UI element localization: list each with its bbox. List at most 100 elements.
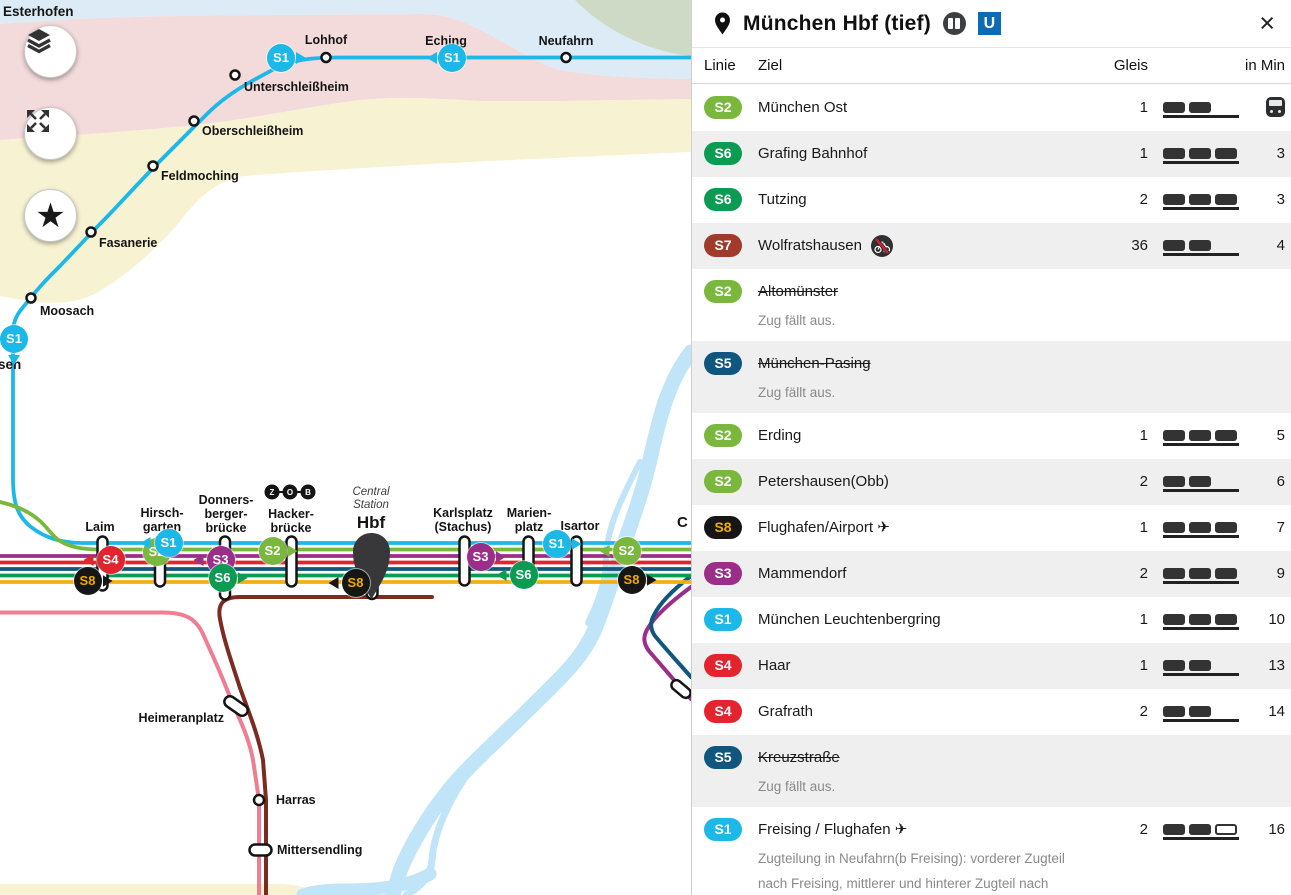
line-s2 (0, 500, 691, 552)
departure-row-cancelled[interactable]: S2 Altomünster Zug fällt aus. (692, 269, 1291, 341)
line-badge: S5 (704, 746, 742, 769)
train-length-icon (1163, 657, 1239, 676)
location-pin-icon (715, 12, 730, 35)
departure-row-cancelled[interactable]: S5 Kreuzstraße Zug fällt aus. (692, 735, 1291, 807)
map-label-partial: sen (0, 357, 22, 372)
map-badge-s6-marienplatz: S6 (496, 560, 538, 589)
line-s7 (217, 595, 434, 895)
map-label-lohhof: Lohhof (304, 33, 348, 47)
departure-row[interactable]: S4 Haar 1 13 (692, 643, 1291, 689)
column-ziel: Ziel (758, 57, 783, 74)
platform: 1 (1139, 427, 1148, 444)
cancellation-note: Zug fällt aus. (758, 313, 836, 328)
elevator-icon (942, 12, 966, 35)
map-label-feldmoching: Feldmoching (161, 169, 239, 183)
destination: Erding (758, 427, 802, 444)
departure-row[interactable]: S2 München Ost 1 (692, 85, 1291, 131)
column-headers: Linie Ziel Gleis in Min (692, 48, 1291, 84)
transit-map[interactable]: Z O B Esterhofen sen Lohhof Eching Neufa… (0, 0, 691, 895)
destination: Wolfratshausen (758, 237, 862, 254)
train-length-icon (1163, 565, 1239, 584)
minutes: 3 (1276, 145, 1285, 162)
favorites-button[interactable]: ★ (24, 189, 77, 242)
map-badge-s6-donnersberger: S6 (208, 563, 248, 592)
platform: 1 (1139, 519, 1148, 536)
departure-row[interactable]: S8 Flughafen/Airport ✈ 1 7 (692, 505, 1291, 551)
map-badge-s1-isartor: S1 (542, 529, 582, 558)
map-badge-s1-eching: S1 (427, 43, 466, 72)
fullscreen-button[interactable] (24, 107, 77, 160)
zone-pink (0, 14, 691, 140)
map-label-unterschleissheim: Unterschleißheim (244, 80, 349, 94)
line-s5-branch (649, 574, 691, 679)
map-badge-s1-west: S1 (0, 325, 28, 365)
platform: 1 (1139, 99, 1148, 116)
departure-row[interactable]: S7 Wolfratshausen 36 4 (692, 223, 1291, 269)
line-badge: S7 (704, 234, 742, 257)
column-in-min: in Min (1244, 57, 1285, 74)
train-length-icon (1163, 611, 1239, 630)
destination: München-Pasing (758, 355, 871, 372)
destination: Mammendorf (758, 565, 847, 582)
line-badge: S8 (704, 516, 742, 539)
line-badge: S2 (704, 96, 742, 119)
layers-button[interactable] (24, 25, 77, 78)
destination: Tutzing (758, 191, 807, 208)
destination: Grafrath (758, 703, 814, 720)
zone-green (575, 0, 691, 56)
platform: 2 (1139, 821, 1148, 838)
departure-list: S2 München Ost 1 S6 Grafing Bahnhof 1 3 … (692, 85, 1291, 895)
line-badge: S6 (704, 142, 742, 165)
cancellation-note: Zug fällt aus. (758, 779, 836, 794)
departure-row[interactable]: S2 Petershausen(Obb) 2 6 (692, 459, 1291, 505)
line-badge: S1 (704, 608, 742, 631)
platform: 2 (1139, 565, 1148, 582)
departure-row[interactable]: S3 Mammendorf 2 9 (692, 551, 1291, 597)
map-badge-s8-hbf: S8 (328, 568, 370, 597)
destination: München Leuchtenbergring (758, 611, 941, 628)
minutes: 7 (1276, 519, 1285, 536)
minutes: 5 (1276, 427, 1285, 444)
close-button[interactable]: × (1259, 8, 1275, 38)
fullscreen-icon (27, 110, 49, 132)
train-length-icon (1163, 473, 1239, 492)
line-s20 (0, 610, 261, 895)
departure-row[interactable]: S2 Erding 1 5 (692, 413, 1291, 459)
map-label-isartor: Isartor (560, 519, 600, 533)
platform: 2 (1139, 473, 1148, 490)
destination: Altomünster (758, 283, 839, 300)
column-linie: Linie (704, 57, 736, 74)
departure-row[interactable]: S4 Grafrath 2 14 (692, 689, 1291, 735)
train-length-icon (1163, 427, 1239, 446)
line-badge: S2 (704, 470, 742, 493)
river-isar (296, 344, 691, 895)
departure-row[interactable]: S6 Tutzing 2 3 (692, 177, 1291, 223)
destination: Kreuzstraße (758, 749, 840, 766)
train-length-icon (1163, 237, 1239, 256)
departure-row[interactable]: S1 München Leuchtenbergring 1 10 (692, 597, 1291, 643)
minutes: 10 (1268, 611, 1285, 628)
svg-text:B: B (305, 488, 311, 497)
departure-row-cancelled[interactable]: S5 München-Pasing Zug fällt aus. (692, 341, 1291, 413)
layers-icon (27, 29, 51, 54)
map-label-esterhofen: Esterhofen (3, 4, 74, 19)
map-label-moosach: Moosach (40, 304, 95, 318)
minutes: 9 (1276, 565, 1285, 582)
line-badge: S1 (704, 818, 742, 841)
minutes: 3 (1276, 191, 1285, 208)
platform: 1 (1139, 611, 1148, 628)
column-gleis: Gleis (1113, 57, 1148, 74)
map-label-harras: Harras (276, 793, 316, 807)
train-length-icon (1163, 703, 1239, 722)
destination: Flughafen/Airport ✈ (758, 519, 890, 536)
split-train-note: Zugteilung in Neufahrn(b Freising): vord… (758, 851, 1065, 891)
map-badge-s2-east: S2 (599, 536, 641, 565)
departure-row[interactable]: S6 Grafing Bahnhof 1 3 (692, 131, 1291, 177)
map-label-oberschleissheim: Oberschleißheim (202, 124, 304, 138)
destination: Haar (758, 657, 791, 674)
line-badge: S2 (704, 424, 742, 447)
map-label-neufahrn: Neufahrn (538, 34, 594, 48)
map-label-hackerbruecke: Hacker-brücke (268, 507, 314, 535)
departure-row[interactable]: S1 Freising / Flughafen ✈ Zugteilung in … (692, 807, 1291, 895)
map-label-hbf: Hbf (356, 513, 386, 532)
